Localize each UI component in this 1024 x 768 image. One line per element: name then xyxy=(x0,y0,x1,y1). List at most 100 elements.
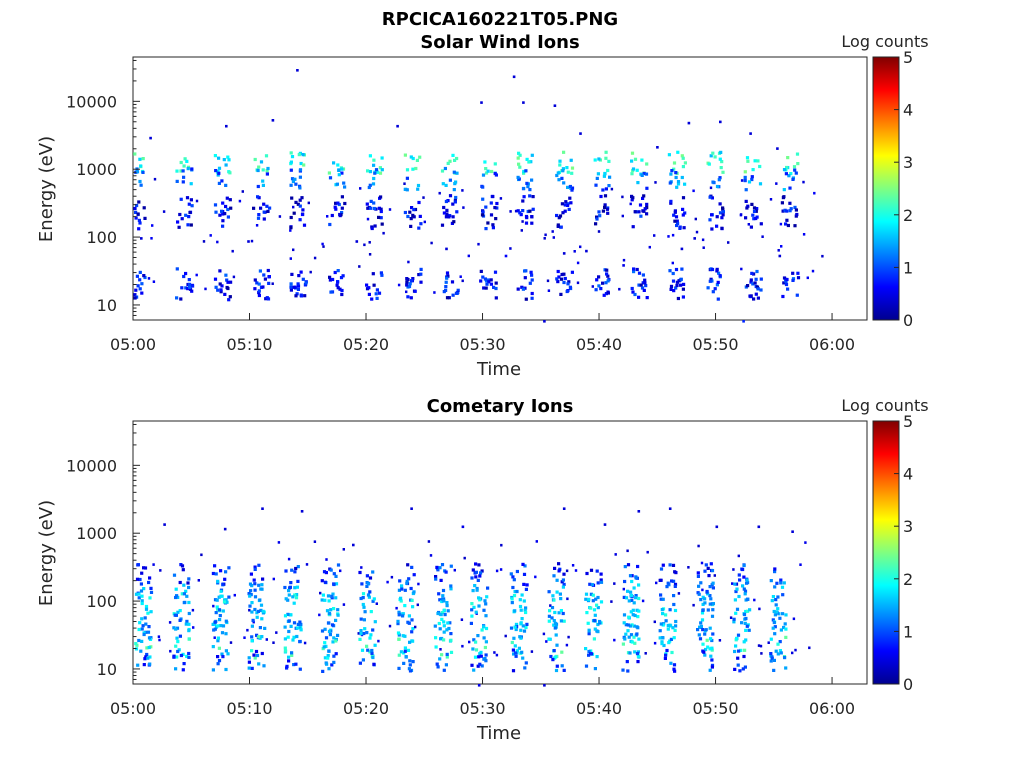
data-pixel xyxy=(677,592,681,595)
data-pixel xyxy=(133,296,137,300)
data-pixel xyxy=(476,664,480,668)
data-pixel xyxy=(220,594,224,598)
data-pixel xyxy=(603,205,607,209)
data-pixel xyxy=(375,288,379,292)
data-pixel xyxy=(478,652,482,656)
data-pixel xyxy=(177,648,181,652)
data-pixel xyxy=(417,582,420,586)
data-pixel xyxy=(336,633,340,637)
data-pixel xyxy=(411,639,415,643)
data-pixel xyxy=(174,644,178,648)
data-pixel xyxy=(629,610,633,614)
y-tick-label: 100 xyxy=(86,592,117,611)
data-pixel xyxy=(295,626,299,630)
data-pixel xyxy=(525,216,529,220)
data-pixel xyxy=(439,578,443,582)
data-pixel xyxy=(442,608,446,612)
data-pixel xyxy=(253,582,257,586)
data-pixel xyxy=(340,206,344,210)
data-pixel xyxy=(547,289,551,292)
data-pixel xyxy=(710,227,714,231)
data-pixel xyxy=(621,195,624,199)
data-pixel xyxy=(382,231,385,235)
data-pixel xyxy=(755,207,759,211)
data-pixel xyxy=(187,282,192,286)
data-pixel xyxy=(216,288,220,292)
data-point xyxy=(163,523,166,526)
data-pixel xyxy=(711,290,715,294)
data-pixel xyxy=(461,644,464,648)
data-pixel xyxy=(569,158,573,162)
data-pixel xyxy=(637,583,641,587)
data-pixel xyxy=(731,582,734,585)
data-pixel xyxy=(224,649,228,653)
data-pixel xyxy=(258,269,262,273)
data-pixel xyxy=(140,291,144,295)
data-pixel xyxy=(568,184,572,189)
data-pixel xyxy=(699,598,703,602)
data-pixel xyxy=(659,567,664,571)
data-pixel xyxy=(182,164,186,168)
data-pixel xyxy=(297,626,302,630)
data-pixel xyxy=(299,161,303,166)
data-pixel xyxy=(474,562,478,566)
data-pixel xyxy=(710,646,714,650)
data-pixel xyxy=(419,222,423,226)
data-pixel xyxy=(794,648,797,652)
data-pixel xyxy=(623,579,627,584)
data-pixel xyxy=(294,566,298,571)
data-pixel xyxy=(259,206,263,210)
data-pixel xyxy=(791,177,795,181)
data-pixel xyxy=(716,280,720,284)
data-pixel xyxy=(366,217,370,221)
data-pixel xyxy=(524,610,528,615)
data-pixel xyxy=(482,286,486,290)
data-pixel xyxy=(379,271,383,275)
data-pixel xyxy=(607,184,611,188)
data-pixel xyxy=(181,169,185,173)
data-pixel xyxy=(667,153,671,157)
data-pixel xyxy=(261,168,265,172)
data-pixel xyxy=(561,211,565,215)
data-pixel xyxy=(249,589,253,593)
data-pixel xyxy=(639,214,643,218)
data-pixel xyxy=(248,608,251,612)
panel-title: Cometary Ions xyxy=(427,396,574,417)
data-pixel xyxy=(751,282,755,286)
data-pixel xyxy=(641,599,645,603)
data-pixel xyxy=(529,270,533,274)
data-point xyxy=(603,523,607,526)
data-pixel xyxy=(521,624,525,628)
data-pixel xyxy=(217,646,221,650)
data-pixel xyxy=(635,632,639,636)
data-pixel xyxy=(296,282,300,286)
data-pixel xyxy=(552,623,556,627)
data-pixel xyxy=(558,592,562,596)
data-pixel xyxy=(380,222,384,226)
data-pixel xyxy=(483,645,487,650)
data-pixel xyxy=(546,279,550,283)
data-pixel xyxy=(189,223,193,227)
data-pixel xyxy=(375,602,378,605)
data-pixel xyxy=(482,608,486,612)
data-pixel xyxy=(671,563,676,567)
data-pixel xyxy=(472,605,476,609)
data-pixel xyxy=(558,214,563,218)
data-pixel xyxy=(277,541,281,544)
data-pixel xyxy=(238,199,242,203)
data-pixel xyxy=(530,215,534,219)
x-tick-label: 05:50 xyxy=(692,699,738,718)
data-pixel xyxy=(668,623,672,627)
data-pixel xyxy=(359,629,363,633)
data-pixel xyxy=(771,626,775,630)
data-pixel xyxy=(214,572,218,576)
data-pixel xyxy=(140,599,144,603)
data-pixel xyxy=(137,592,141,596)
data-pixel xyxy=(250,649,254,653)
data-pixel xyxy=(248,582,253,586)
data-pixel xyxy=(144,630,148,634)
data-pixel xyxy=(441,597,445,601)
data-pixel xyxy=(492,285,496,289)
data-pixel xyxy=(137,227,141,231)
data-pixel xyxy=(442,624,446,628)
